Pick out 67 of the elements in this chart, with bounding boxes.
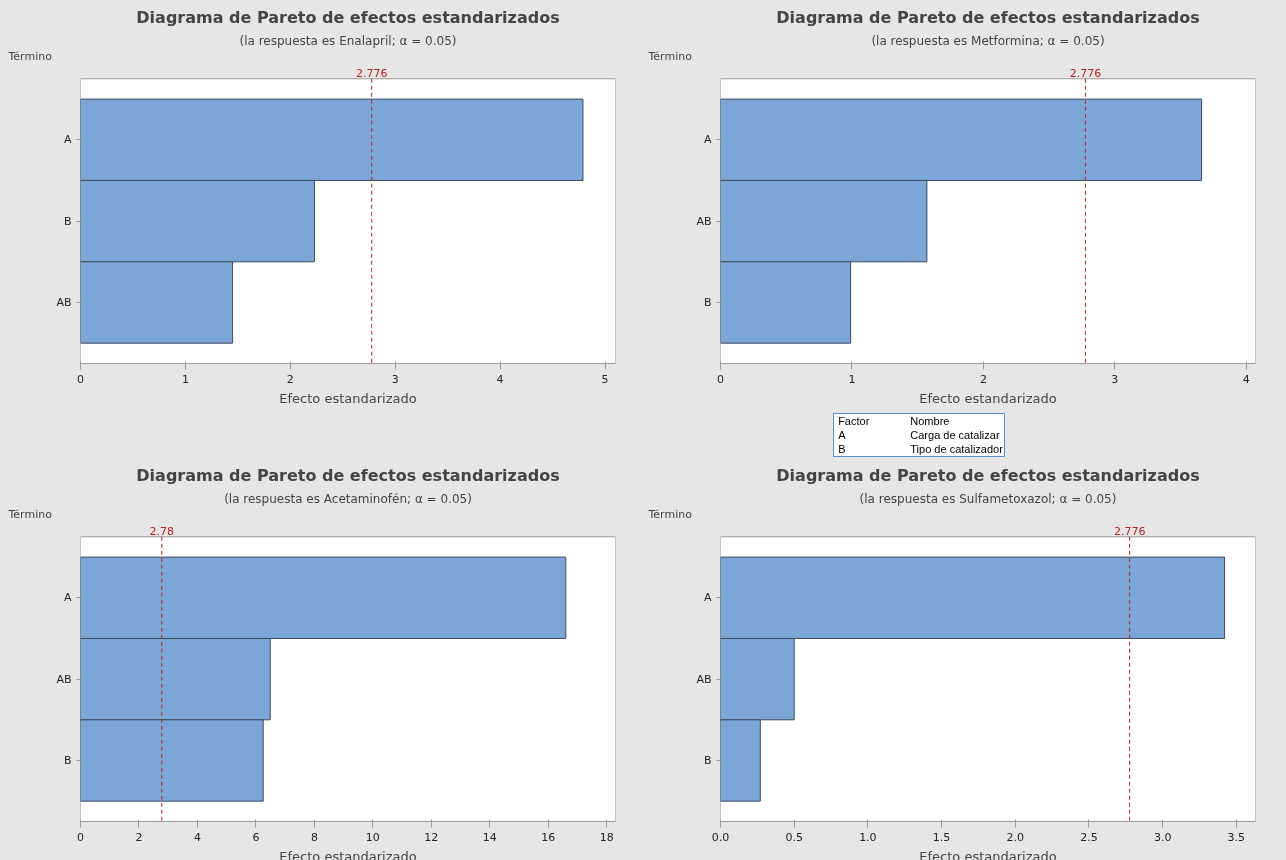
y-axis-title: Término	[647, 507, 693, 521]
chart-title: Diagrama de Pareto de efectos estandarizados	[776, 7, 1200, 27]
x-tick-label: 18	[599, 830, 614, 844]
x-tick-label: 3	[1111, 372, 1119, 386]
ref-line-label: 2.78	[149, 524, 175, 538]
x-tick-label: 3	[391, 372, 399, 386]
text: Tipo de catalizador	[909, 442, 1004, 457]
text: Carga de catalizar	[909, 428, 1001, 442]
x-axis-title: Efecto estandarizado	[279, 848, 417, 860]
ref-line-label: 2.776	[1113, 524, 1146, 538]
x-tick-label: 1	[181, 372, 189, 386]
text: Nombre	[909, 414, 951, 428]
y-tick-label: AB	[696, 672, 712, 686]
chart-subtitle: (la respuesta es Metformina; α = 0.05)	[871, 33, 1105, 48]
y-tick-label: AB	[56, 672, 72, 686]
x-tick-label: 12	[424, 830, 439, 844]
y-tick-label: B	[703, 753, 712, 767]
x-tick-label: 0.5	[785, 830, 803, 844]
x-tick-label: 2.0	[1006, 830, 1025, 844]
y-tick-label: A	[63, 133, 72, 147]
chart-subtitle: (la respuesta es Acetaminofén; α = 0.05)	[224, 491, 472, 506]
x-tick-label: 8	[310, 830, 318, 844]
y-tick-label: A	[703, 133, 712, 147]
x-tick-label: 14	[482, 830, 497, 844]
y-axis-title: Término	[7, 49, 53, 63]
chart-title: Diagrama de Pareto de efectos estandarizados	[776, 465, 1200, 485]
text: A	[837, 428, 847, 442]
x-tick-label: 0	[77, 830, 84, 844]
x-tick-label: 0	[717, 372, 724, 386]
chart-title: Diagrama de Pareto de efectos estandarizados	[136, 7, 560, 27]
x-tick-label: 2	[286, 372, 294, 386]
x-tick-label: 2.5	[1080, 830, 1098, 844]
y-tick-label: A	[703, 591, 712, 605]
x-tick-label: 1.5	[932, 830, 951, 844]
y-tick-label: B	[63, 753, 72, 767]
x-tick-label: 5	[601, 372, 609, 386]
x-axis-title: Efecto estandarizado	[279, 390, 417, 406]
y-tick-label: B	[63, 214, 72, 228]
y-axis-title: Término	[647, 49, 693, 63]
x-tick-label: 3.0	[1153, 830, 1172, 844]
text: B	[837, 442, 847, 457]
x-axis-title: Efecto estandarizado	[919, 390, 1057, 406]
x-tick-label: 6	[252, 830, 260, 844]
y-tick-label: AB	[696, 214, 712, 228]
x-tick-label: 0	[77, 372, 84, 386]
x-tick-label: 4	[1242, 372, 1250, 386]
x-axis-title: Efecto estandarizado	[919, 848, 1057, 860]
y-tick-label: B	[703, 295, 712, 309]
y-tick-label: A	[63, 591, 72, 605]
y-tick-label: AB	[56, 295, 72, 309]
x-tick-label: 1	[848, 372, 856, 386]
chart-subtitle: (la respuesta es Enalapril; α = 0.05)	[239, 33, 457, 48]
ref-line-label: 2.776	[1069, 66, 1102, 80]
chart-title: Diagrama de Pareto de efectos estandarizados	[136, 465, 560, 485]
x-tick-label: 0.0	[711, 830, 730, 844]
x-tick-label: 1.0	[859, 830, 877, 844]
y-axis-title: Término	[7, 507, 53, 521]
x-tick-label: 2	[979, 372, 987, 386]
x-tick-label: 10	[365, 830, 380, 844]
x-tick-label: 2	[135, 830, 143, 844]
x-tick-label: 4	[496, 372, 504, 386]
x-tick-label: 3.5	[1227, 830, 1246, 844]
x-tick-label: 16	[541, 830, 556, 844]
text: Factor	[837, 414, 871, 428]
chart-subtitle: (la respuesta es Sulfametoxazol; α = 0.05)	[859, 491, 1117, 506]
ref-line-label: 2.776	[355, 66, 388, 80]
x-tick-label: 4	[193, 830, 201, 844]
